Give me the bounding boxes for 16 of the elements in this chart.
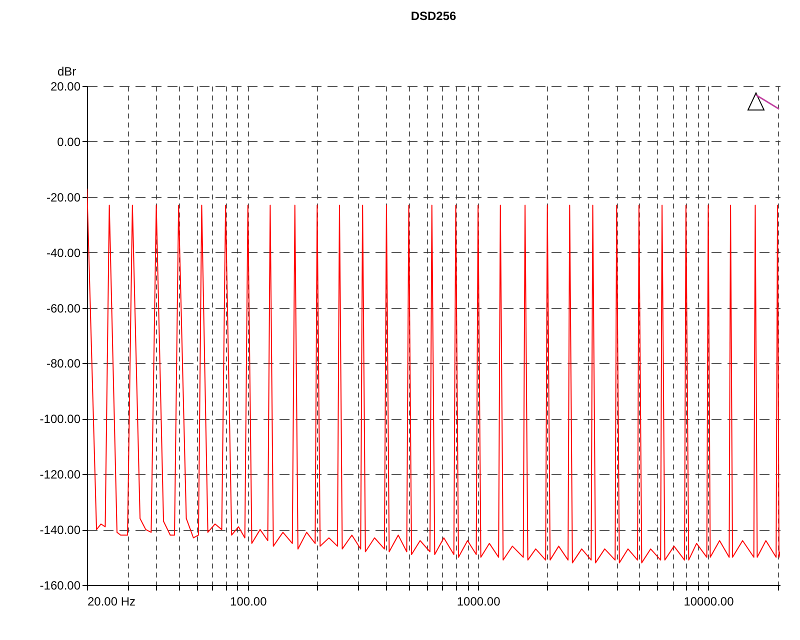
- y-tick-label: -60.00: [46, 301, 81, 316]
- y-tick-label: -160.00: [40, 578, 81, 592]
- y-tick-label: -100.00: [40, 412, 81, 426]
- y-axis-title: dBr: [58, 64, 76, 78]
- x-tick-label: 20.00 Hz: [88, 594, 136, 608]
- x-tick-label: 100.00: [230, 594, 268, 608]
- y-tick-label: 0.00: [57, 134, 81, 149]
- y-tick-label: -20.00: [46, 190, 81, 204]
- x-tick-label: 1000.00: [456, 594, 501, 608]
- y-tick-label: -140.00: [40, 523, 81, 538]
- y-tick-label: -80.00: [46, 356, 81, 371]
- x-tick-label: 10000.00: [684, 594, 734, 608]
- y-tick-label: -40.00: [46, 246, 81, 260]
- y-tick-label: 20.00: [50, 80, 81, 94]
- y-tick-label: -120.00: [40, 468, 81, 482]
- chart-title: DSD256: [410, 9, 457, 23]
